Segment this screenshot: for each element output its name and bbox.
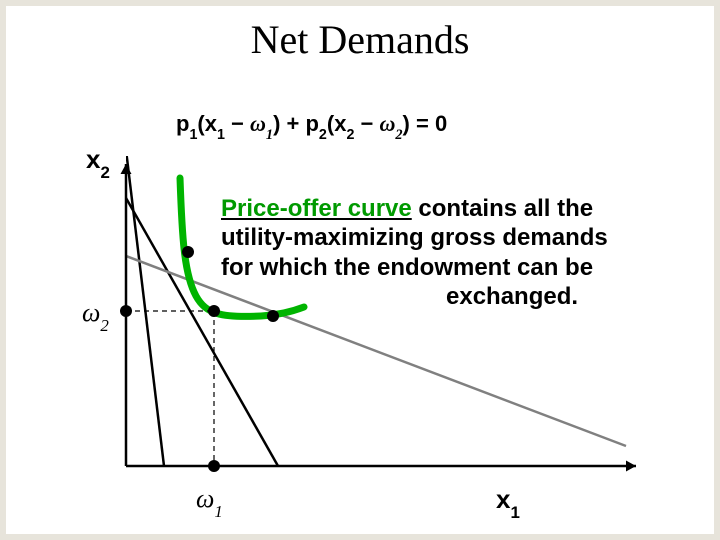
- label-omega2: ω2: [82, 298, 109, 332]
- slide-title: Net Demands: [6, 16, 714, 63]
- budget-equation: p1(x1 − ω1) + p2(x2 − ω2) = 0: [176, 111, 447, 141]
- label-omega1: ω1: [196, 484, 223, 518]
- plot-point: [208, 305, 220, 317]
- x-axis-arrow: [626, 461, 636, 472]
- price-offer-curve: [180, 178, 304, 316]
- plot-point: [182, 246, 194, 258]
- slide-canvas: Net Demands p1(x1 − ω1) + p2(x2 − ω2) = …: [6, 6, 714, 534]
- economics-plot: [106, 156, 646, 486]
- y-axis-arrow: [121, 164, 132, 174]
- plot-point: [267, 310, 279, 322]
- budget-line: [126, 256, 626, 446]
- label-x1: x1: [496, 484, 520, 519]
- plot-point: [208, 460, 220, 472]
- plot-point: [120, 305, 132, 317]
